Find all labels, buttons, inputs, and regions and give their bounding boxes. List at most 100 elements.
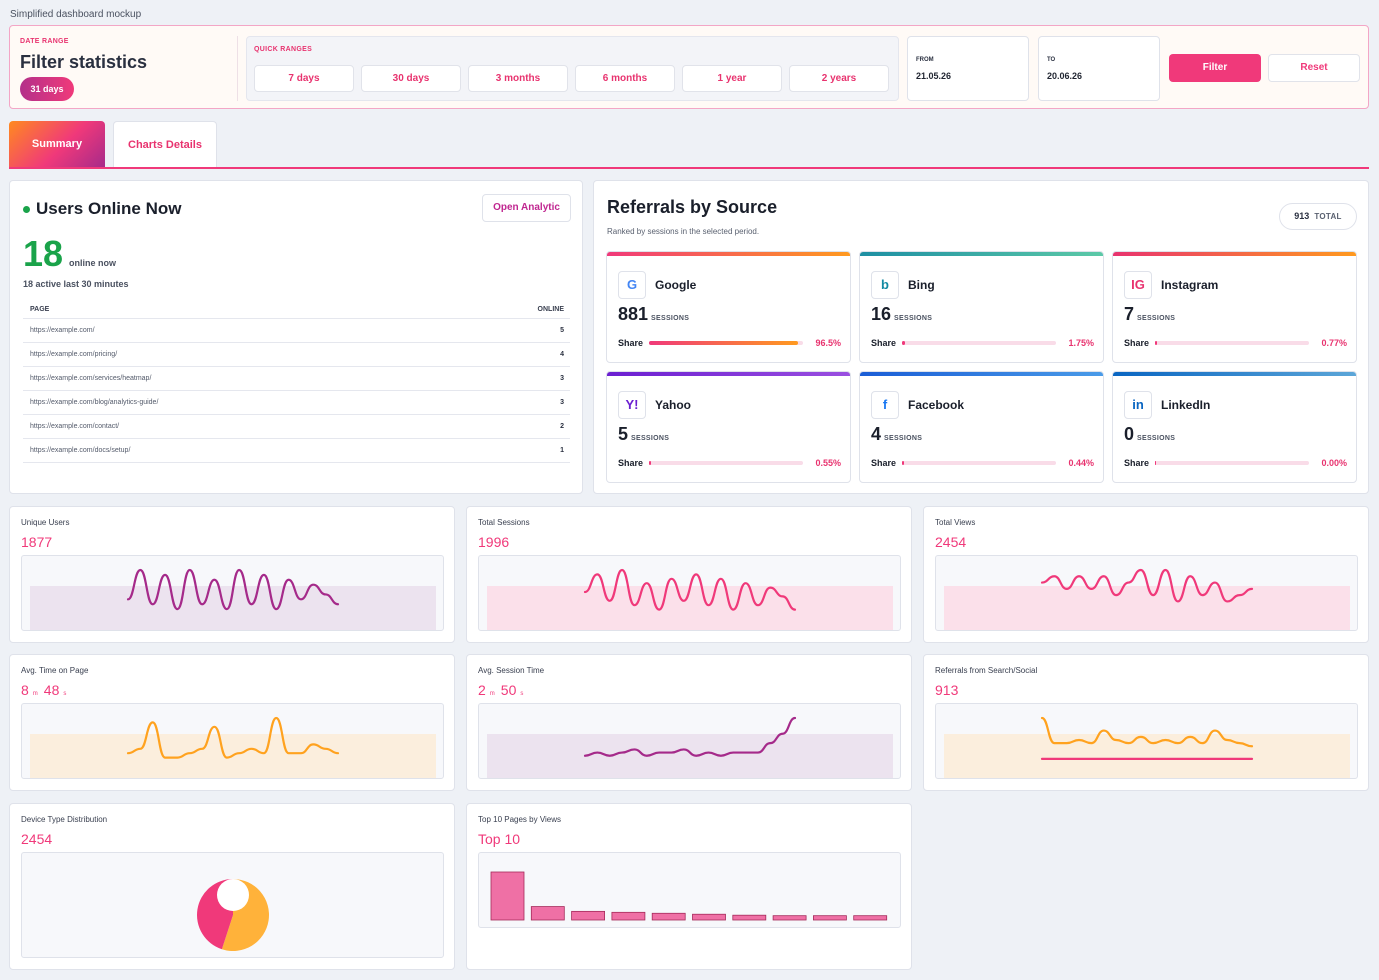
source-name: Google (655, 278, 697, 292)
page-url[interactable]: https://example.com/services/heatmap/ (30, 375, 152, 382)
metric-card-avg-time-on-page: Avg. Time on Page 8 m 48 s (9, 654, 455, 791)
metric-title: Avg. Time on Page (21, 666, 89, 675)
bar (530, 906, 565, 921)
data-point (1066, 588, 1068, 590)
share-label: Share (1124, 458, 1150, 468)
divider (237, 36, 238, 101)
data-point (176, 757, 179, 759)
metric-card-unique-users: Unique Users 1877 (9, 506, 455, 643)
chart-band (487, 586, 893, 630)
source-sessions: 881 SESSIONS (618, 304, 689, 325)
data-point (1251, 588, 1253, 590)
from-date-field[interactable]: FROM 21.05.26 (907, 36, 1029, 101)
to-label: TO (1047, 57, 1056, 63)
metric-chart (478, 852, 901, 928)
data-point (1152, 758, 1154, 760)
metric-title: Total Views (935, 518, 976, 527)
data-point (1214, 758, 1216, 760)
data-point (1189, 575, 1191, 577)
facebook-icon: f (871, 391, 899, 419)
quick-range-6-months[interactable]: 6 months (575, 65, 675, 92)
online-value: 2 (560, 423, 564, 430)
tab-summary[interactable]: Summary (9, 121, 105, 168)
quick-range-1-year[interactable]: 1 year (682, 65, 782, 92)
data-point (164, 574, 166, 576)
reset-button[interactable]: Reset (1268, 54, 1360, 82)
data-point (621, 569, 623, 571)
metric-title: Device Type Distribution (21, 815, 108, 824)
data-point (683, 748, 685, 751)
source-card-yahoo: Y! Yahoo 5 SESSIONS Share 0.55% (606, 371, 851, 483)
referrals-total-badge: 913 TOTAL (1279, 203, 1357, 230)
online-value: 5 (560, 327, 564, 334)
page-url[interactable]: https://example.com/ (30, 327, 95, 334)
data-point (584, 755, 586, 757)
filter-title: Filter statistics (20, 52, 148, 72)
users-online-card: Users Online Now Open Analytic 18 online… (9, 180, 583, 494)
sessions-value: 881 (618, 304, 649, 324)
open-analytic-button[interactable]: Open Analytic (482, 194, 571, 222)
data-point (325, 593, 327, 596)
data-point (782, 595, 784, 597)
sessions-label: SESSIONS (894, 315, 933, 322)
tab-charts-details[interactable]: Charts Details (113, 121, 217, 168)
data-point (226, 608, 228, 610)
to-date-field[interactable]: TO 20.06.26 (1038, 36, 1160, 101)
chart-svg (30, 716, 436, 778)
data-point (1140, 758, 1142, 760)
chart-band (944, 586, 1350, 630)
data-point (1115, 739, 1117, 741)
table-row: https://example.com/contact/2 (23, 415, 570, 439)
sessions-value: 4 (871, 424, 882, 444)
data-point (621, 751, 623, 754)
data-point (670, 578, 673, 580)
data-point (646, 582, 648, 584)
data-point (1090, 758, 1093, 760)
source-sessions: 0 SESSIONS (1124, 424, 1175, 445)
value-number: 2 (478, 682, 486, 698)
quick-range-2-years[interactable]: 2 years (789, 65, 889, 92)
data-point (127, 752, 129, 754)
data-point (1164, 758, 1167, 760)
filter-button[interactable]: Filter (1169, 54, 1261, 82)
online-value: 3 (560, 399, 564, 406)
data-point (1115, 594, 1117, 596)
data-point (683, 600, 685, 602)
data-point (250, 748, 253, 750)
share-label: Share (1124, 338, 1150, 348)
share-percent: 0.55% (815, 458, 841, 468)
online-pages-table: PAGE ONLINE https://example.com/5 https:… (23, 301, 570, 463)
source-name: Yahoo (655, 398, 692, 412)
quick-range-3-months[interactable]: 3 months (468, 65, 568, 92)
series-line (126, 716, 340, 759)
quick-range-7-days[interactable]: 7 days (254, 65, 354, 92)
data-point (1214, 729, 1216, 732)
page-url[interactable]: https://example.com/pricing/ (30, 351, 118, 358)
metric-chart (21, 555, 444, 631)
share-bar-fill (649, 341, 798, 345)
share-percent: 1.75% (1068, 338, 1094, 348)
share-label: Share (871, 458, 897, 468)
data-point (287, 752, 290, 754)
page-url[interactable]: https://example.com/blog/analytics-guide… (30, 399, 159, 406)
users-online-title: Users Online Now (36, 199, 182, 218)
source-name: Bing (908, 278, 935, 292)
data-point (1201, 742, 1204, 744)
page-url[interactable]: https://example.com/docs/setup/ (30, 447, 131, 454)
data-point (1103, 729, 1105, 732)
share-percent: 0.00% (1321, 458, 1347, 468)
data-point (1239, 742, 1241, 744)
metric-value: 2454 (935, 534, 967, 550)
data-point (1189, 758, 1191, 760)
data-point (1115, 758, 1117, 760)
instagram-icon: IG (1124, 271, 1152, 299)
quick-range-30-days[interactable]: 30 days (361, 65, 461, 92)
data-point (263, 574, 265, 576)
data-point (1103, 575, 1105, 577)
page-url[interactable]: https://example.com/contact/ (30, 423, 120, 430)
data-point (1226, 600, 1228, 603)
data-point (695, 755, 697, 757)
data-point (720, 755, 722, 757)
metric-title: Referrals from Search/Social (935, 666, 1038, 675)
data-point (275, 608, 277, 610)
